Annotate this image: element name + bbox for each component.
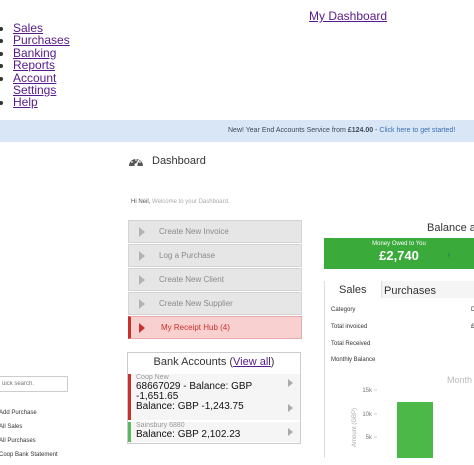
help-link[interactable]: Help	[13, 95, 38, 110]
create-supplier-label: Create New Supplier	[159, 299, 233, 308]
create-invoice-label: Create New Invoice	[159, 227, 229, 236]
create-invoice-button[interactable]: Create New Invoice	[128, 220, 302, 243]
chevron-right-icon	[288, 404, 293, 412]
money-owed-value: £2,740	[379, 248, 419, 263]
purchases-link[interactable]: Purchases	[13, 33, 70, 48]
main-menu: Sales Purchases Banking Reports AccountS…	[13, 22, 70, 109]
bank-accounts-title: Bank Accounts (View all)	[128, 353, 300, 372]
my-dashboard-link[interactable]: My Dashboard	[309, 9, 388, 23]
quick-actions-list: Create New Invoice Log a Purchase Create…	[128, 220, 302, 340]
create-supplier-button[interactable]: Create New Supplier	[128, 292, 302, 315]
sales-link[interactable]: Sales	[13, 21, 44, 35]
log-purchase-label: Log a Purchase	[159, 251, 216, 260]
promo-separator: -	[373, 127, 380, 134]
greeting: Hi Neil, Welcome to your Dashboard.	[131, 199, 230, 205]
promo-text: New! Year End Accounts Service from £124…	[228, 120, 455, 142]
receipt-hub-label: My Receipt Hub (4)	[161, 323, 230, 332]
view-all-link[interactable]: View all	[233, 356, 271, 368]
bank-account-balance: Balance: GBP 2,102.23	[136, 429, 241, 440]
stats-tabs: Sales Purchases	[325, 281, 474, 301]
monthly-chart: Month Amount (GBP) 15k 10k 5k	[352, 375, 472, 458]
sidebar-link-bank-statement[interactable]: Coop Bank Statement	[0, 452, 58, 458]
arrow-right-icon	[139, 251, 145, 261]
account-settings-link[interactable]: Account Settings	[13, 71, 56, 97]
menu-item-purchases: Purchases	[13, 34, 70, 46]
bank-account-number-balance: 68667029 - Balance: GBP	[136, 381, 253, 392]
money-owed-label: Money Owed to You	[372, 241, 426, 247]
menu-item-banking: Banking	[13, 47, 70, 59]
balance-panel: Balance a Money Owed to You £2,740 ›	[324, 219, 474, 269]
y-tick-label: 10k	[362, 412, 373, 418]
tab-sales[interactable]: Sales	[339, 284, 367, 296]
stats-panel: Sales Purchases Category D Total invoice…	[324, 281, 474, 458]
stat-label-total-received: Total Received	[331, 341, 371, 347]
gauge-icon	[129, 159, 143, 167]
tab-purchases[interactable]: Purchases	[381, 281, 474, 298]
bank-account-row[interactable]: Sainsbury 6880 Balance: GBP 2,102.23	[128, 422, 300, 442]
create-client-button[interactable]: Create New Client	[128, 268, 302, 291]
bank-title-close: )	[270, 356, 275, 368]
promo-banner: New! Year End Accounts Service from £124…	[0, 120, 474, 142]
stat-value-category: D	[471, 307, 474, 313]
chevron-right-icon	[288, 428, 293, 436]
menu-item-sales: Sales	[13, 22, 70, 34]
greeting-name: Hi Neil,	[131, 199, 151, 205]
arrow-right-icon	[139, 299, 145, 309]
stat-label-category: Category	[331, 307, 356, 313]
stat-label-total-invoiced: Total invoiced	[331, 324, 368, 330]
stat-value-total-invoiced: £	[471, 324, 474, 330]
quick-search-box	[0, 376, 68, 392]
chart-bar	[397, 402, 433, 458]
reports-link[interactable]: Reports	[13, 58, 56, 73]
settings-link-text: Settings	[13, 83, 57, 98]
bank-account-name: Sainsbury 6880	[136, 422, 185, 429]
arrow-right-icon	[139, 323, 145, 333]
top-navigation: My Dashboard Sales Purchases Banking Rep…	[0, 8, 474, 120]
sidebar-link-all-sales[interactable]: All Sales	[0, 424, 23, 430]
bank-account-balance: Balance: GBP -1,243.75	[136, 401, 244, 412]
bank-account-name: Coop New	[136, 374, 169, 381]
caret-icon: ›	[447, 252, 450, 259]
bank-account-row[interactable]: Coop New 68667029 - Balance: GBP -1,651.…	[128, 374, 300, 420]
arrow-right-icon	[139, 275, 145, 285]
greeting-welcome: Welcome to your Dashboard.	[150, 199, 230, 205]
chart-title: Month	[447, 375, 472, 385]
y-axis-ticks: 15k 10k 5k	[362, 388, 377, 441]
sidebar-links: Add Purchase All Sales All Purchases Coo…	[0, 409, 58, 465]
money-owed-box[interactable]: Money Owed to You £2,740 ›	[324, 238, 474, 269]
bank-title-text: Bank Accounts (	[153, 356, 234, 368]
page-title: Dashboard	[152, 155, 206, 167]
promo-intro: New! Year End Accounts Service from	[228, 127, 348, 134]
sidebar-link-all-purchases[interactable]: All Purchases	[0, 438, 36, 444]
arrow-right-icon	[139, 227, 145, 237]
bank-accounts-panel: Bank Accounts (View all) Coop New 686670…	[127, 352, 301, 444]
y-tick-label: 5k	[366, 435, 373, 441]
menu-item-help: Help	[13, 96, 70, 108]
y-axis-label: Amount (GBP)	[352, 408, 358, 447]
bank-account-balance-value: -1,651.65	[136, 391, 179, 402]
y-tick-label: 15k	[362, 388, 373, 394]
banking-link[interactable]: Banking	[13, 45, 57, 60]
create-client-label: Create New Client	[159, 275, 224, 284]
chevron-right-icon	[288, 379, 293, 387]
stat-label-monthly-balance: Monthly Balance	[331, 357, 376, 363]
chart-bars	[397, 402, 433, 458]
menu-item-reports: Reports	[13, 59, 70, 71]
receipt-hub-button[interactable]: My Receipt Hub (4)	[128, 316, 302, 339]
account-link-text: Account	[13, 70, 57, 85]
get-started-link[interactable]: Click here to get started!	[379, 127, 456, 134]
quick-search-input[interactable]	[2, 378, 68, 390]
promo-price: £124.00	[347, 127, 374, 134]
balance-title: Balance a	[427, 222, 474, 234]
sidebar-link-add-purchase[interactable]: Add Purchase	[0, 410, 37, 416]
log-purchase-button[interactable]: Log a Purchase	[128, 244, 302, 267]
